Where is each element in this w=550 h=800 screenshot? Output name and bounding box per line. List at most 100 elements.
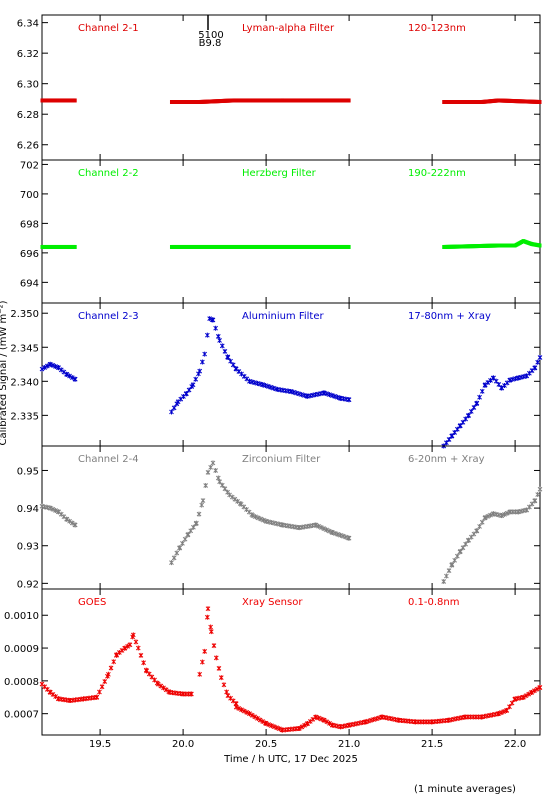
data-point <box>258 516 264 522</box>
channel-label: Channel 2-2 <box>78 168 139 179</box>
data-point <box>313 522 319 528</box>
data-point <box>321 390 327 396</box>
data-point <box>67 373 72 379</box>
data-point <box>468 408 474 414</box>
data-point <box>69 520 75 526</box>
x-axis-label: Time / h UTC, 17 Dec 2025 <box>223 754 358 765</box>
data-point <box>202 351 208 357</box>
data-point <box>127 642 133 648</box>
data-point <box>47 361 53 367</box>
data-point <box>44 363 50 369</box>
data-point <box>218 675 224 681</box>
data-point <box>316 523 321 529</box>
data-point <box>474 400 480 406</box>
data-point <box>532 365 538 371</box>
marker-label-top: 5100 <box>198 30 223 41</box>
data-point <box>329 393 335 399</box>
y-tick-label: 6.32 <box>17 49 39 60</box>
data-point <box>72 522 78 528</box>
data-point <box>241 708 247 714</box>
x-tick-label: 21.0 <box>338 739 360 750</box>
data-point <box>169 560 174 566</box>
filter-label: Zirconium Filter <box>242 454 321 465</box>
data-point <box>324 527 329 533</box>
data-point <box>498 710 504 716</box>
data-point <box>247 711 252 717</box>
data-point <box>335 531 341 537</box>
data-point <box>99 684 105 690</box>
data-point <box>321 717 327 723</box>
data-point <box>228 358 233 364</box>
data-point <box>488 512 493 518</box>
filter-label: Xray Sensor <box>242 597 303 608</box>
data-point <box>296 391 302 397</box>
data-point <box>269 723 274 729</box>
data-point <box>485 513 491 519</box>
panel-3: 2.335 2.340 2.345 2.350 Channel 2-3 Aluminium… <box>10 302 543 449</box>
data-point <box>219 343 225 349</box>
data-point <box>507 704 512 710</box>
data-point <box>215 333 221 339</box>
data-point <box>255 515 261 521</box>
panel-1: 6.26 6.28 6.30 6.32 6.34 Channel 2-1 Lyman-alp… <box>17 14 542 161</box>
data-point <box>449 562 455 568</box>
data-point <box>338 532 343 538</box>
data-point <box>213 655 219 661</box>
data-point <box>313 714 319 720</box>
data-point <box>208 464 214 470</box>
data-point <box>200 498 206 504</box>
data-point <box>441 578 447 584</box>
channel-label: Channel 2-3 <box>78 311 139 322</box>
data-point <box>200 659 205 665</box>
data-point <box>138 652 144 658</box>
x-tick-label: 20.5 <box>255 739 277 750</box>
data-point <box>260 382 266 388</box>
data-point <box>496 711 501 717</box>
data-point <box>316 715 321 721</box>
data-point <box>482 515 488 520</box>
data-point <box>371 717 377 723</box>
data-point <box>106 671 111 677</box>
filter-label: Lyman-alpha Filter <box>242 23 335 34</box>
filter-label: Aluminium Filter <box>242 311 325 322</box>
data-point <box>211 643 217 649</box>
data-point <box>532 498 538 504</box>
data-point <box>537 486 543 492</box>
band-label: 17-80nm + Xray <box>408 311 491 322</box>
data-point <box>446 568 452 574</box>
data-point <box>189 691 194 697</box>
data-point <box>221 682 227 688</box>
data-point <box>301 392 307 398</box>
data-point <box>233 704 239 710</box>
data-point <box>155 681 161 687</box>
y-tick-label: 6.34 <box>17 19 39 30</box>
data-point <box>174 550 180 556</box>
data-point <box>163 687 169 693</box>
data-point <box>158 683 164 689</box>
y-tick-label: 2.345 <box>10 343 39 354</box>
panel-frame <box>41 588 541 736</box>
data-point <box>537 684 543 690</box>
data-point <box>477 394 482 400</box>
x-tick-label: 20.0 <box>172 739 194 750</box>
data-point <box>73 98 77 103</box>
data-point <box>222 486 228 492</box>
data-point <box>299 724 305 730</box>
data-point <box>53 363 58 369</box>
marker-label-bottom: B9.8 <box>199 38 222 49</box>
data-point <box>444 573 449 579</box>
y-tick-label: 0.95 <box>17 466 39 477</box>
data-point <box>216 665 222 671</box>
data-point <box>324 719 330 725</box>
data-point <box>523 693 529 699</box>
data-point <box>255 715 260 721</box>
data-point <box>42 365 48 371</box>
y-tick-label: 6.28 <box>17 110 39 121</box>
data-point <box>200 359 205 365</box>
data-point <box>205 469 211 475</box>
data-point <box>526 691 532 697</box>
data-point <box>122 645 128 651</box>
data-point <box>94 694 100 700</box>
